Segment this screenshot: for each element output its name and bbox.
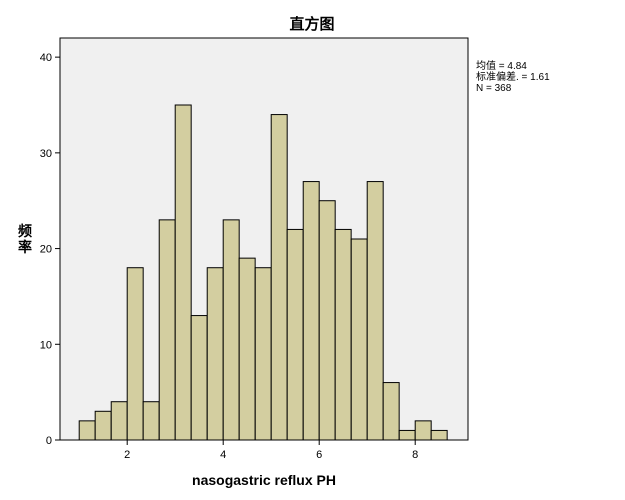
- histogram-bar-2: [110, 401, 128, 441]
- histogram-bar-7: [190, 315, 208, 441]
- y-tick-label: 10: [40, 339, 52, 351]
- histogram-bar-13: [286, 228, 304, 441]
- histogram-bar-4: [142, 401, 160, 441]
- y-axis-label: 频率: [18, 223, 32, 255]
- histogram-bar-20: [398, 429, 416, 441]
- histogram-bar-22: [430, 429, 448, 441]
- histogram-bar-9: [222, 219, 240, 441]
- histogram-bar-15: [318, 200, 336, 441]
- stats-line-2: N = 368: [476, 83, 512, 94]
- x-tick-label: 8: [412, 449, 418, 461]
- x-tick-label: 2: [124, 449, 130, 461]
- histogram-bar-17: [350, 238, 368, 441]
- y-axis: 0 10 20 30 40: [40, 52, 60, 447]
- histogram-bar-5: [158, 219, 176, 441]
- y-tick-label: 40: [40, 52, 52, 64]
- y-tick-label: 20: [40, 244, 52, 256]
- stats-line-1: 标准偏差. = 1.61: [476, 70, 550, 83]
- chart-title: 直方图: [289, 15, 334, 33]
- y-tick-label: 0: [46, 435, 52, 447]
- x-axis-label: nasogastric reflux PH: [192, 472, 336, 488]
- histogram-bar-1: [94, 410, 112, 441]
- histogram-bar-16: [334, 228, 352, 441]
- histogram-bar-18: [366, 181, 384, 441]
- histogram-bar-6: [174, 104, 192, 441]
- histogram-bar-3: [126, 267, 144, 441]
- x-tick-label: 4: [220, 449, 226, 461]
- bars-group: [78, 104, 448, 441]
- histogram-bar-19: [382, 382, 400, 441]
- x-axis: 2 4 6 8: [124, 440, 418, 461]
- stats-line-0: 均值 = 4.84: [476, 59, 527, 72]
- y-tick-label: 30: [40, 148, 52, 160]
- histogram-bar-12: [270, 114, 288, 441]
- histogram-bar-8: [206, 267, 224, 441]
- histogram-bar-0: [78, 420, 96, 441]
- histogram-bar-21: [414, 420, 432, 441]
- histogram-bar-14: [302, 181, 320, 441]
- x-tick-label: 6: [316, 449, 322, 461]
- histogram-bar-11: [254, 267, 272, 441]
- histogram-bar-10: [238, 257, 256, 441]
